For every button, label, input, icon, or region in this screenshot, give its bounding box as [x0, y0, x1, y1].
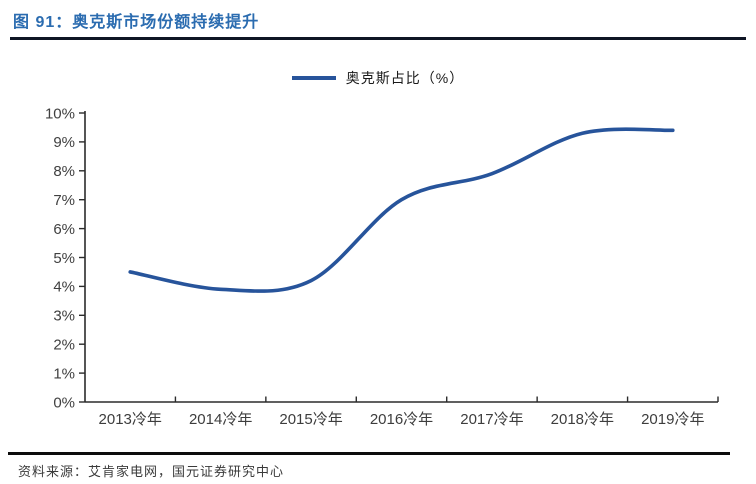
x-tick-label: 2019冷年 [641, 411, 704, 428]
y-tick-label: 9% [53, 134, 75, 151]
legend-series-label: 奥克斯占比（%） [345, 70, 465, 86]
source-note: 资料来源：艾肯家电网，国元证券研究中心 [18, 464, 285, 479]
y-tick-label: 6% [53, 221, 75, 238]
y-tick-label: 3% [53, 308, 75, 325]
x-tick-label: 2015冷年 [279, 411, 342, 428]
header-divider [10, 37, 746, 40]
y-tick-label: 8% [53, 163, 75, 180]
y-tick-label: 5% [53, 250, 75, 267]
y-tick-label: 10% [45, 105, 75, 122]
x-tick-label: 2013冷年 [99, 411, 162, 428]
y-tick-label: 2% [53, 336, 75, 353]
series-line-aux-share [128, 127, 675, 293]
x-tick-label: 2014冷年 [189, 411, 252, 428]
legend-line-swatch [291, 76, 336, 80]
y-tick-label: 1% [53, 365, 75, 382]
y-tick-label: 4% [53, 279, 75, 296]
x-tick-label: 2017冷年 [460, 411, 523, 428]
y-tick-label: 7% [53, 192, 75, 209]
y-tick-label: 0% [53, 394, 75, 411]
chart-legend: 奥克斯占比（%） [0, 68, 756, 88]
footer-divider [8, 452, 730, 455]
x-tick-label: 2016冷年 [370, 411, 433, 428]
x-tick-label: 2018冷年 [551, 411, 614, 428]
figure-title: 图 91：奥克斯市场份额持续提升 [13, 14, 260, 31]
